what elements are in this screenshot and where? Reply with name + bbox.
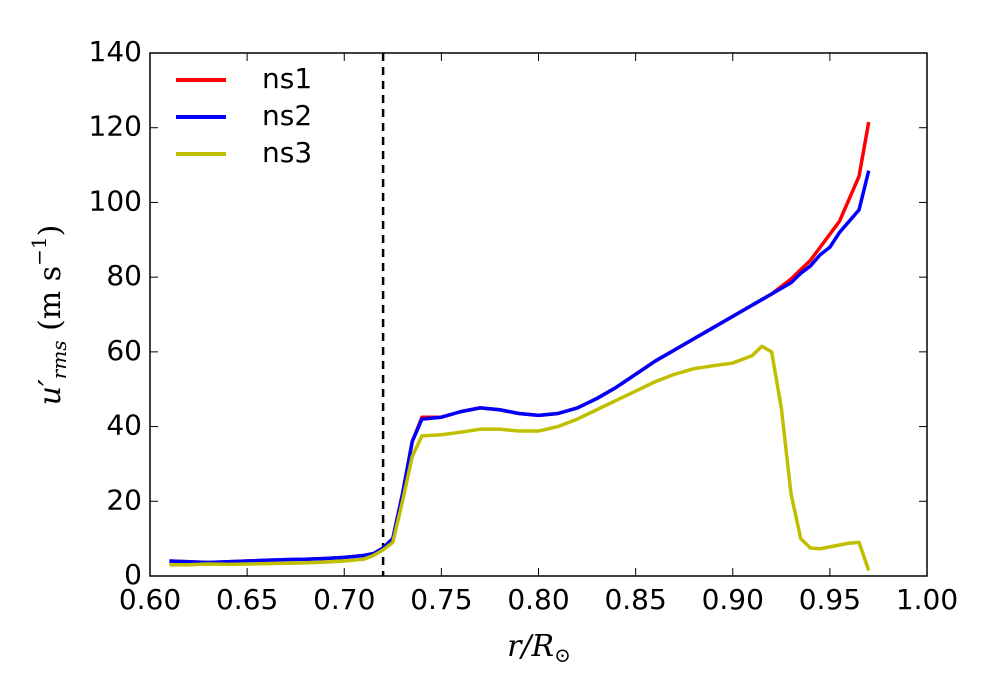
y-tick-label: 0: [124, 558, 142, 591]
x-tick-label: 0.75: [410, 583, 472, 616]
y-tick-label: 20: [106, 483, 142, 516]
y-tick-label: 80: [106, 259, 142, 292]
legend-label: ns3: [262, 136, 312, 169]
y-axis-label: u′rms (m s−1): [27, 225, 71, 406]
y-tick-label: 40: [106, 409, 142, 442]
y-label-sup: −1: [27, 236, 51, 265]
x-tick-label: 0.60: [119, 583, 181, 616]
series-line: [169, 344, 871, 571]
x-axis-label: r/R⊙: [507, 629, 571, 667]
y-label-sub: rms: [47, 340, 71, 379]
y-tick-label: 60: [106, 334, 142, 367]
y-label-unit: (m s: [33, 266, 68, 341]
x-label-main: r/R: [507, 629, 554, 664]
y-label-main: u′: [33, 379, 68, 405]
series-line: [169, 170, 871, 565]
x-tick-label: 1.00: [896, 583, 958, 616]
series-line: [169, 121, 871, 565]
x-tick-label: 0.70: [313, 583, 375, 616]
x-tick-label: 0.80: [507, 583, 569, 616]
x-tick-label: 0.95: [799, 583, 861, 616]
x-tick-label: 0.65: [216, 583, 278, 616]
y-label-close: ): [33, 225, 68, 237]
y-tick-label: 100: [89, 184, 142, 217]
legend-label: ns2: [262, 99, 312, 132]
x-tick-label: 0.85: [604, 583, 666, 616]
legend-label: ns1: [262, 62, 312, 95]
plot-frame: [149, 52, 928, 577]
x-tick-label: 0.90: [702, 583, 764, 616]
y-tick-label: 140: [89, 35, 142, 68]
x-label-sub: ⊙: [554, 643, 571, 667]
y-tick-label: 120: [89, 110, 142, 143]
